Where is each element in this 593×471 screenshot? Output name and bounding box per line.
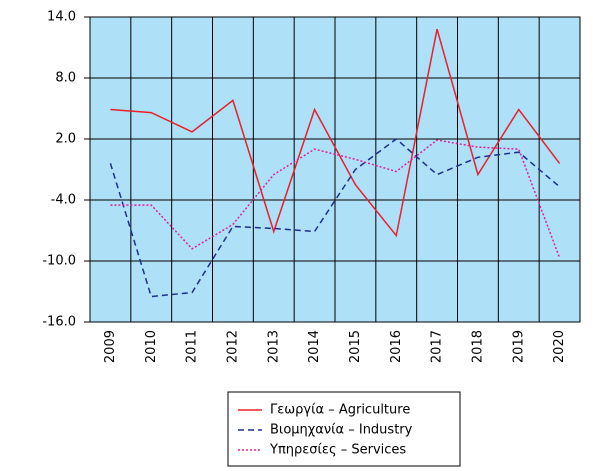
x-tick-label: 2018 [470, 330, 485, 363]
x-tick-label: 2014 [307, 330, 322, 363]
y-tick-label: 8.0 [55, 71, 76, 86]
series-line [110, 28, 561, 238]
x-tick-label: 2015 [348, 330, 363, 363]
x-tick-label: 2017 [430, 330, 445, 363]
y-tick-label: -4.0 [51, 193, 76, 208]
y-tick-label: 14.0 [47, 10, 76, 25]
x-tick-label: 2011 [185, 330, 200, 363]
legend-label: Βιομηχανία – Industry [270, 423, 413, 438]
x-tick-label: 2009 [103, 330, 118, 363]
y-tick-label: -16.0 [42, 315, 76, 330]
series-line [110, 139, 561, 259]
legend: Γεωργία – Agriculture Βιομηχανία – Indust… [227, 391, 461, 467]
x-tick-label: 2010 [144, 330, 159, 363]
x-tick-label: 2012 [225, 330, 240, 363]
legend-label: Υπηρεσίες – Services [269, 443, 406, 458]
x-tick-label: 2019 [511, 330, 526, 363]
y-tick-label: -10.0 [42, 254, 76, 269]
x-tick-label: 2013 [266, 330, 281, 363]
series-line [109, 138, 561, 298]
legend-label: Γεωργία – Agriculture [270, 403, 410, 418]
legend-box [227, 391, 461, 467]
x-tick-label: 2020 [552, 330, 567, 363]
x-tick-label: 2016 [389, 330, 404, 363]
y-tick-label: 2.0 [55, 132, 76, 147]
